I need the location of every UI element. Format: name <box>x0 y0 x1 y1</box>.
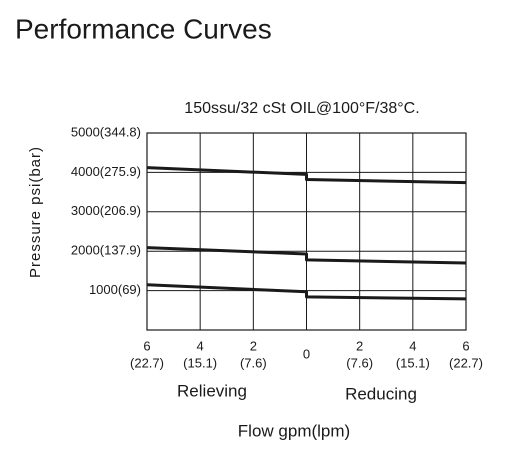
chart-subtitle: 150ssu/32 cSt OIL@100°F/38°C. <box>184 100 419 117</box>
x-tick-label: 4 <box>197 338 204 353</box>
annotation: Relieving <box>177 381 247 400</box>
x-tick-sublabel: (7.6) <box>346 355 373 370</box>
annotation: Reducing <box>345 384 417 403</box>
x-tick-label: 2 <box>356 338 363 353</box>
chart-title: Performance Curves <box>15 13 272 44</box>
x-tick-label: 4 <box>409 338 416 353</box>
x-tick-sublabel: (22.7) <box>130 355 164 370</box>
y-tick-label: 3000(206.9) <box>71 203 141 218</box>
y-tick-label: 5000(344.8) <box>71 124 141 139</box>
x-tick-sublabel: (22.7) <box>449 355 483 370</box>
x-tick-sublabel: (15.1) <box>183 355 217 370</box>
curve <box>146 166 467 185</box>
y-tick-label: 4000(275.9) <box>71 164 141 179</box>
curve <box>146 246 467 265</box>
y-tick-label: 2000(137.9) <box>71 243 141 258</box>
x-tick-label: 0 <box>303 346 310 361</box>
x-tick-label: 2 <box>250 338 257 353</box>
x-tick-sublabel: (15.1) <box>396 355 430 370</box>
curve <box>146 283 467 301</box>
y-tick-label: 1000(69) <box>89 282 141 297</box>
x-tick-sublabel: (7.6) <box>240 355 267 370</box>
y-axis-label: Pressure psi(bar) <box>27 146 44 278</box>
x-tick-label: 6 <box>462 338 469 353</box>
x-axis-label: Flow gpm(lpm) <box>238 421 350 440</box>
x-tick-label: 6 <box>143 338 150 353</box>
